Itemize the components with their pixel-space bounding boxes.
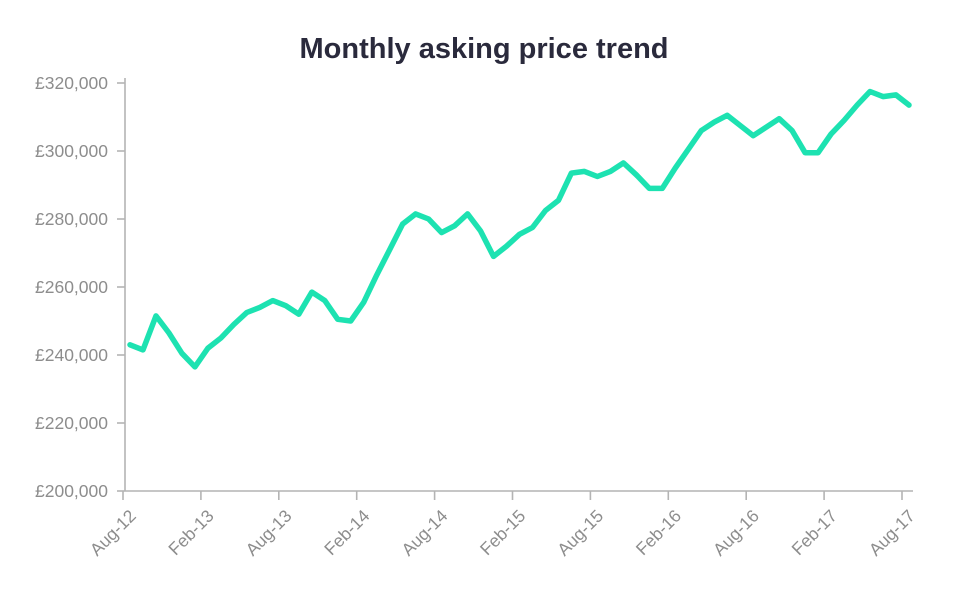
y-tick-label: £260,000 [35,277,108,297]
price-trend-line [127,88,912,370]
y-axis-ticks: £200,000 £220,000 £240,000 £260,000 £280,000… [35,73,125,501]
y-tick-label: £280,000 [35,209,108,229]
x-tick-label: Feb-16 [632,506,685,559]
x-tick-label: Feb-13 [164,506,217,559]
x-tick-label: Feb-15 [476,506,529,559]
axes [124,78,913,492]
x-tick-label: Feb-14 [320,506,374,560]
x-axis-ticks: Aug-12 Feb-13 Aug-13 Feb-14 Aug-14 Feb-15 Aug-… [86,491,919,560]
x-tick-label: Feb-17 [788,506,841,559]
x-tick-label: Aug-13 [242,506,296,560]
y-tick-label: £300,000 [35,141,108,161]
y-tick-label: £320,000 [35,73,108,93]
x-tick-label: Aug-16 [709,506,763,560]
x-tick-label: Aug-12 [86,506,140,560]
y-tick-label: £220,000 [35,413,108,433]
y-tick-label: £200,000 [35,481,108,501]
y-tick-label: £240,000 [35,345,108,365]
x-tick-label: Aug-15 [553,506,607,560]
chart-title: Monthly asking price trend [300,33,669,65]
x-tick-label: Aug-17 [865,506,919,560]
x-tick-label: Aug-14 [397,506,451,560]
